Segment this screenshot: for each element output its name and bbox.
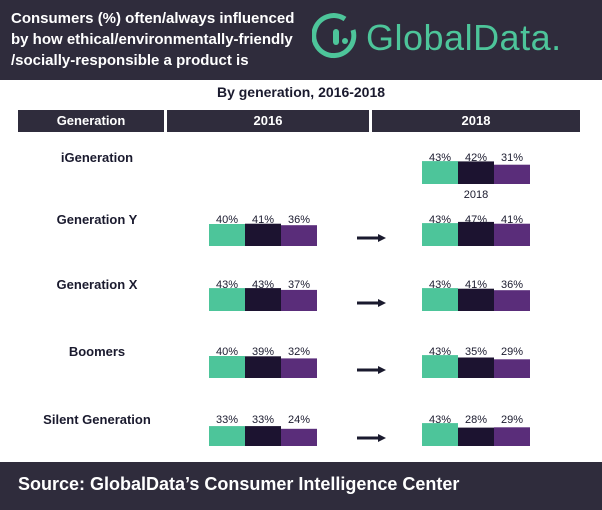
bar-2018 [422,161,458,184]
category-label: Generation Y [57,212,138,227]
column-header-generation: Generation [18,110,164,132]
bar-2018 [422,223,458,246]
source-text: Source: GlobalData’s Consumer Intelligen… [18,474,460,494]
data-label-2018: 43% [429,346,451,358]
data-label-2016: 24% [288,414,310,426]
data-label-2018: 28% [465,414,487,426]
bar-2018 [422,423,458,446]
title-line-1: Consumers (%) often/always influenced [11,10,295,27]
bar-2018 [458,427,494,446]
data-label-2016: 33% [252,414,274,426]
data-label-2016: 40% [216,214,238,226]
arrow-head [378,434,386,442]
data-label-2016: 32% [288,346,310,358]
category-label: Silent Generation [43,412,151,427]
data-label-2016: 36% [288,214,310,226]
data-label-2016: 40% [216,346,238,358]
bar-2016 [209,224,245,246]
bar-2018 [458,221,494,246]
data-label-2016: 37% [288,279,310,291]
title-line-3: /socially-responsible a product is [11,52,249,69]
data-label-2016: 43% [252,279,274,291]
arrow-head [378,234,386,242]
data-label-2018: 36% [501,279,523,291]
data-label-2018: 31% [501,152,523,164]
data-label-2018: 29% [501,414,523,426]
arrow-head [378,366,386,374]
bar-2018 [422,355,458,378]
data-label-2018: 35% [465,346,487,358]
bar-2018 [494,427,530,446]
bar-2016 [209,288,245,311]
bar-2016 [245,426,281,446]
data-label-2016: 41% [252,214,274,226]
category-label: Generation X [57,277,138,292]
globaldata-logo: GlobalData. [311,10,597,70]
bar-2018 [458,288,494,311]
chart-area: iGeneration 43% 42% 31% Generation Y 40% 41% 36… [43,150,530,446]
data-label-2018: 47% [465,214,487,226]
bar-2016 [281,358,317,378]
category-label: Boomers [69,344,125,359]
category-label: iGeneration [61,150,133,165]
data-label-2018: 41% [501,214,523,226]
data-label-2018: 43% [429,152,451,164]
data-label-2016: 33% [216,414,238,426]
data-label-2018: 43% [429,214,451,226]
bar-2016 [281,428,317,446]
title-line-2: by how ethical/environmentally-friendly [11,31,293,48]
data-label-2018: 41% [465,279,487,291]
bar-2016 [245,356,281,378]
header-banner: Consumers (%) often/always influenced by… [0,0,602,80]
arrow-head [378,299,386,307]
column-header-2016: 2016 [167,110,369,132]
bar-2018 [494,164,530,184]
bar-2018 [422,288,458,311]
bar-2016 [281,225,317,246]
globaldata-logo-text: GlobalData. [366,17,562,58]
bar-2016 [245,223,281,246]
bar-2016 [281,289,317,311]
bar-2018 [494,290,530,311]
data-label-2016: 39% [252,346,274,358]
bar-2018 [458,357,494,378]
bar-2016 [209,356,245,378]
bar-2016 [209,426,245,446]
bar-2018 [458,161,494,184]
bar-2016 [245,288,281,311]
data-label-2018: 42% [465,152,487,164]
data-label-2016: 43% [216,279,238,291]
bar-2018 [494,223,530,246]
source-bar: Source: GlobalData’s Consumer Intelligen… [0,462,602,510]
bar-2018 [494,359,530,378]
globaldata-logo-icon [311,13,357,59]
data-label-2018: 29% [501,346,523,358]
chart-subtitle: By generation, 2016-2018 [216,84,386,100]
year-annotation: 2018 [464,189,488,201]
chart-title: Consumers (%) often/always influenced by… [11,8,311,71]
data-label-2018: 43% [429,414,451,426]
column-header-2018: 2018 [372,110,580,132]
data-label-2018: 43% [429,279,451,291]
